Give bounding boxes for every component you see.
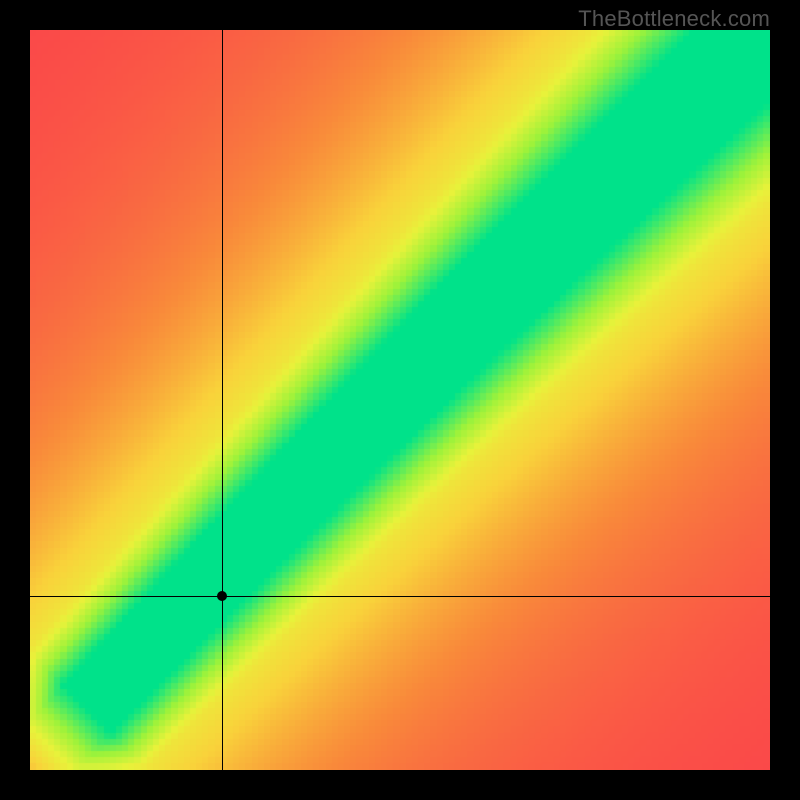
crosshair-horizontal	[30, 596, 770, 597]
heatmap-canvas	[30, 30, 770, 770]
bottleneck-heatmap	[30, 30, 770, 770]
watermark-text: TheBottleneck.com	[578, 6, 770, 32]
selection-marker[interactable]	[217, 591, 227, 601]
crosshair-vertical	[222, 30, 223, 770]
